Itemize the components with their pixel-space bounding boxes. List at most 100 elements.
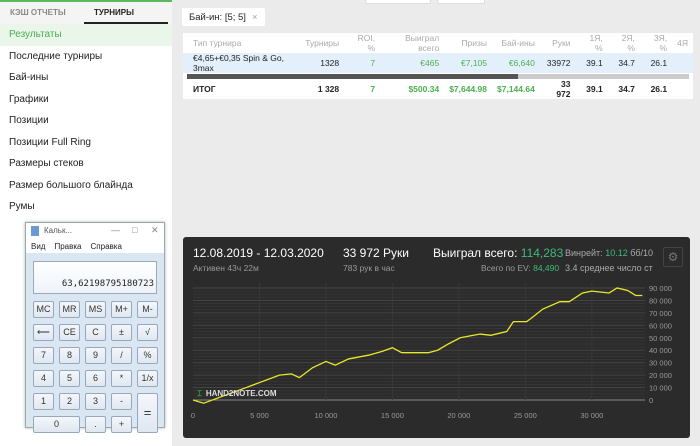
y-tick-label: 90 000 bbox=[649, 284, 672, 293]
y-tick-label: 0 bbox=[649, 396, 653, 405]
calc-key[interactable]: % bbox=[137, 347, 158, 364]
calculator-window: Кальк... — □ ✕ Вид Правка Справка 63,6219879… bbox=[25, 222, 165, 433]
x-tick-label: 0 bbox=[191, 411, 195, 420]
column-header[interactable]: 4Я bbox=[677, 38, 688, 48]
settings-gear-icon[interactable]: ⚙ bbox=[663, 247, 683, 267]
table-cell: 1 328 bbox=[317, 84, 340, 94]
sidebar-item[interactable]: Результаты bbox=[0, 24, 172, 46]
sidebar-item[interactable]: Позиции Full Ring bbox=[9, 136, 91, 148]
x-tick-label: 20 000 bbox=[447, 411, 470, 420]
menu-help[interactable]: Справка bbox=[90, 242, 122, 251]
sidebar-item[interactable]: Размер большого блайнда bbox=[9, 179, 133, 191]
calc-key[interactable]: = bbox=[137, 393, 158, 433]
sidebar-item[interactable]: Позиции bbox=[9, 115, 49, 126]
table-cell: 39.1 bbox=[575, 53, 608, 73]
filter-label: Бай-ин: [5; 5] bbox=[189, 12, 246, 23]
calc-key[interactable]: + bbox=[111, 416, 132, 433]
calc-key[interactable]: * bbox=[111, 370, 132, 387]
total-row: ИТОГ 1 328 7 $500.34 $7,644.98 $7,144.64 33 97… bbox=[183, 79, 693, 99]
calc-key[interactable]: 1 bbox=[33, 393, 54, 410]
calc-key[interactable]: M+ bbox=[111, 301, 132, 318]
column-header[interactable]: Руки bbox=[552, 38, 571, 48]
calc-key[interactable]: MS bbox=[85, 301, 106, 318]
table-cell: 1328 bbox=[300, 53, 345, 73]
tab-cash-reports[interactable]: КЭШ ОТЧЕТЫ bbox=[10, 8, 66, 17]
calc-key[interactable]: 4 bbox=[33, 370, 54, 387]
calc-key[interactable]: 8 bbox=[59, 347, 80, 364]
hands-per-hour: 783 рук в час bbox=[343, 263, 395, 273]
close-icon[interactable]: × bbox=[251, 12, 258, 23]
table-row[interactable]: €4,65+€0,35 Spin & Go, 3max 1328 7 €465 €7,1… bbox=[183, 53, 693, 73]
maximize-icon[interactable]: □ bbox=[132, 225, 138, 235]
column-header[interactable]: Выиграл всего bbox=[405, 33, 440, 53]
sidebar-item[interactable]: Последние турниры bbox=[9, 50, 103, 62]
column-header[interactable]: 3Я, % bbox=[653, 33, 668, 53]
column-header[interactable]: ROI, % bbox=[357, 33, 376, 53]
calc-key[interactable]: C bbox=[85, 324, 106, 341]
sidebar-item[interactable]: Размеры стеков bbox=[9, 158, 84, 169]
buyin-filter-chip[interactable]: Бай-ин: [5; 5] × bbox=[182, 8, 265, 26]
calc-key[interactable]: 2 bbox=[59, 393, 80, 410]
y-tick-label: 80 000 bbox=[649, 296, 672, 305]
calc-key[interactable]: ± bbox=[111, 324, 132, 341]
calc-key[interactable]: 1/x bbox=[137, 370, 158, 387]
tab-tournaments[interactable]: ТУРНИРЫ bbox=[84, 2, 168, 24]
calc-key[interactable]: 3 bbox=[85, 393, 106, 410]
table-cell: $7,644.98 bbox=[449, 84, 488, 94]
table-cell bbox=[672, 53, 693, 73]
top-button[interactable] bbox=[437, 0, 485, 4]
menu-view[interactable]: Вид bbox=[31, 242, 46, 251]
top-button[interactable] bbox=[365, 0, 431, 4]
y-tick-label: 20 000 bbox=[649, 371, 672, 380]
y-tick-label: 70 000 bbox=[649, 309, 672, 318]
column-header[interactable]: 1Я, % bbox=[589, 33, 603, 53]
date-range: 12.08.2019 - 12.03.2020 bbox=[193, 246, 324, 260]
calc-key[interactable]: √ bbox=[137, 324, 158, 341]
close-icon[interactable]: ✕ bbox=[151, 225, 159, 235]
table-cell: 39.1 bbox=[586, 84, 603, 94]
calc-key[interactable]: 6 bbox=[85, 370, 106, 387]
column-header[interactable]: Тип турнира bbox=[193, 38, 242, 48]
calc-key[interactable]: M- bbox=[137, 301, 158, 318]
calc-key[interactable]: 5 bbox=[59, 370, 80, 387]
table-cell: $7,144.64 bbox=[497, 84, 535, 94]
calc-key[interactable]: 9 bbox=[85, 347, 106, 364]
calc-key[interactable]: MC bbox=[33, 301, 54, 318]
won-label: Выиграл всего: bbox=[433, 246, 518, 260]
sidebar-item[interactable]: Румы bbox=[9, 201, 35, 212]
sidebar-item[interactable]: Графики bbox=[9, 93, 49, 105]
table-cell: 33972 bbox=[539, 53, 576, 73]
winrate-label: Винрейт: bbox=[565, 248, 603, 258]
hand2note-watermark: ⌶ HAND2NOTE.COM bbox=[197, 389, 277, 398]
x-tick-label: 15 000 bbox=[381, 411, 404, 420]
y-tick-label: 10 000 bbox=[649, 384, 672, 393]
calc-key[interactable]: . bbox=[85, 416, 106, 433]
calc-key[interactable]: 0 bbox=[33, 416, 80, 433]
won-value: 114,283 bbox=[520, 246, 564, 260]
table-cell: 26.1 bbox=[639, 53, 673, 73]
results-table: Тип турнира Турниры ROI, % Выиграл всего При… bbox=[183, 33, 693, 99]
minimize-icon[interactable]: — bbox=[111, 225, 120, 235]
calc-key[interactable]: ⟵ bbox=[33, 324, 54, 341]
sidebar-item[interactable]: Бай-ины bbox=[9, 72, 49, 83]
table-cell: $500.34 bbox=[408, 84, 440, 94]
profit-chart: 0 10 000 20 000 30 000 40 000 50 000 60 000 70 … bbox=[191, 283, 672, 420]
column-header[interactable]: Турниры bbox=[305, 38, 340, 48]
calc-key[interactable]: CE bbox=[59, 324, 80, 341]
table-cell: 26.1 bbox=[650, 84, 668, 94]
calc-key[interactable]: / bbox=[111, 347, 132, 364]
column-header[interactable]: Призы bbox=[461, 38, 488, 48]
results-graph-panel: 12.08.2019 - 12.03.2020 Активен 43ч 22м … bbox=[183, 237, 690, 438]
x-tick-label: 25 000 bbox=[514, 411, 537, 420]
calc-key[interactable]: - bbox=[111, 393, 132, 410]
column-header[interactable]: 2Я, % bbox=[621, 33, 635, 53]
x-tick-label: 30 000 bbox=[580, 411, 603, 420]
column-header[interactable]: Бай-ины bbox=[501, 38, 535, 48]
horizontal-scrollbar[interactable] bbox=[183, 73, 693, 79]
table-cell: €6,640 bbox=[492, 53, 540, 73]
ev-label: Всего по EV: bbox=[481, 263, 531, 273]
menu-edit[interactable]: Правка bbox=[54, 242, 82, 251]
calc-key[interactable]: MR bbox=[59, 301, 80, 318]
calc-key[interactable]: 7 bbox=[33, 347, 54, 364]
table-cell: ИТОГ bbox=[193, 84, 216, 94]
